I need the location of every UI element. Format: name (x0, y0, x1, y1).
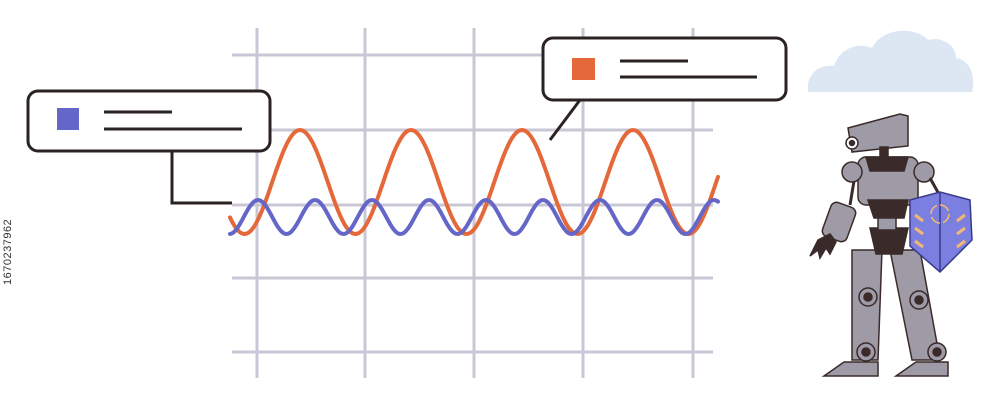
legend-callout-blue (26, 89, 272, 205)
shield-icon (909, 191, 973, 274)
orange-wave (228, 127, 720, 237)
robot-icon (809, 113, 949, 377)
square-icon (572, 58, 595, 80)
blue-wave (228, 197, 720, 237)
square-icon (57, 108, 79, 130)
watermark-id: 1670237962 (2, 218, 14, 285)
chart-grid (232, 28, 713, 378)
cloud-icon (807, 30, 974, 92)
legend-callout-orange (541, 36, 788, 141)
